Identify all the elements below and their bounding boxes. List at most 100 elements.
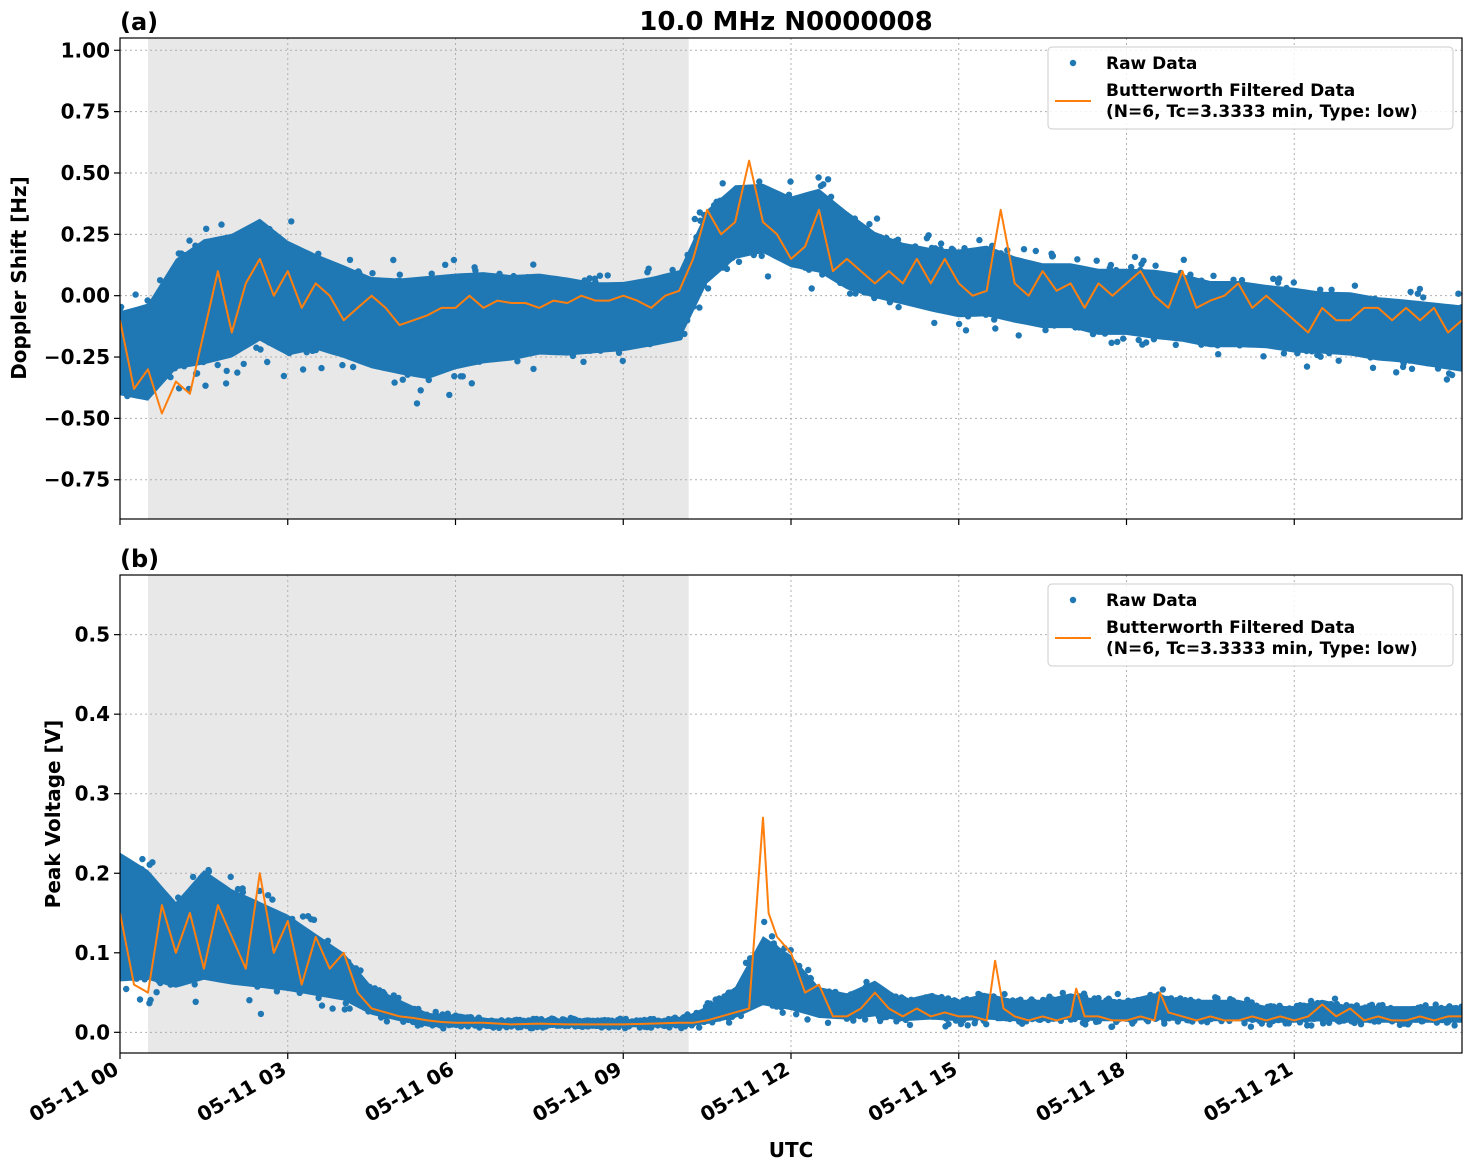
raw-data-point xyxy=(1161,1020,1168,1027)
raw-data-point xyxy=(413,400,421,407)
raw-data-point xyxy=(735,258,743,265)
raw-data-point xyxy=(1082,1021,1089,1028)
raw-data-point xyxy=(1059,989,1067,997)
raw-data-point xyxy=(1328,286,1335,293)
raw-data-point xyxy=(123,985,130,993)
y-tick-label: −0.50 xyxy=(44,406,110,430)
raw-data-point xyxy=(189,873,197,881)
raw-data-point xyxy=(202,382,209,389)
raw-data-point xyxy=(192,998,199,1005)
y-tick-label: 0.00 xyxy=(61,284,110,308)
raw-data-point xyxy=(1042,326,1049,334)
raw-data-point xyxy=(299,366,307,373)
raw-data-point xyxy=(756,178,763,185)
raw-data-point xyxy=(863,978,870,986)
raw-data-point xyxy=(391,379,398,386)
raw-data-point xyxy=(1020,246,1028,253)
raw-data-point xyxy=(1172,341,1180,348)
raw-data-point xyxy=(299,913,307,920)
raw-data-point xyxy=(580,358,587,365)
raw-data-point xyxy=(925,232,932,239)
raw-data-point xyxy=(808,285,815,292)
y-tick-label: 0.25 xyxy=(61,222,110,246)
raw-data-point xyxy=(962,327,970,334)
raw-data-point xyxy=(1180,256,1188,263)
raw-data-point xyxy=(725,1019,733,1026)
raw-data-point xyxy=(1140,257,1147,264)
raw-data-point xyxy=(264,892,272,899)
raw-data-point xyxy=(1107,261,1115,269)
raw-data-point xyxy=(214,361,221,369)
raw-data-point xyxy=(906,1021,914,1029)
panel-a-label: (a) xyxy=(120,8,158,36)
raw-data-point xyxy=(1152,262,1159,269)
raw-data-point xyxy=(1260,353,1267,360)
raw-data-point xyxy=(450,256,458,264)
raw-data-point xyxy=(269,896,276,903)
raw-data-point xyxy=(288,218,295,225)
raw-data-point xyxy=(1407,288,1414,296)
legend-raw-marker xyxy=(1069,59,1077,67)
raw-data-point xyxy=(120,303,125,311)
raw-data-point xyxy=(280,372,288,380)
raw-data-point xyxy=(390,256,397,264)
raw-data-core xyxy=(120,183,1462,401)
raw-data-point xyxy=(1280,350,1288,357)
raw-data-point xyxy=(240,360,247,368)
raw-data-point xyxy=(1108,339,1115,346)
filtered-data-line xyxy=(120,159,1462,415)
raw-data-point xyxy=(1114,990,1122,998)
y-tick-label: 0.75 xyxy=(61,100,110,124)
raw-data-point xyxy=(983,1020,990,1028)
raw-data-point xyxy=(1290,279,1298,286)
legend-raw-label: Raw Data xyxy=(1106,54,1197,74)
raw-data-point xyxy=(417,387,424,394)
raw-data-point xyxy=(459,373,466,380)
raw-data-point xyxy=(645,265,652,272)
raw-data-point xyxy=(1120,335,1127,342)
raw-data-point xyxy=(1128,263,1135,271)
raw-data-point xyxy=(1135,336,1142,344)
raw-data-point xyxy=(186,237,193,244)
raw-data-point xyxy=(815,174,822,181)
raw-data-point xyxy=(1143,339,1150,346)
raw-data-point xyxy=(369,270,376,277)
raw-data-point xyxy=(1308,1022,1315,1029)
raw-data-point xyxy=(937,240,945,247)
raw-data-point xyxy=(1443,376,1451,383)
raw-data-point xyxy=(1414,290,1422,297)
raw-data-point xyxy=(604,272,611,279)
raw-data-point xyxy=(768,933,776,940)
y-tick-label: −0.25 xyxy=(44,345,110,369)
raw-data-point xyxy=(861,1016,869,1023)
raw-data-point xyxy=(824,1019,832,1026)
raw-data-point xyxy=(310,916,318,923)
raw-data-point xyxy=(1351,282,1359,289)
raw-data-point xyxy=(223,367,230,375)
figure-title: 10.0 MHz N0000008 xyxy=(639,7,932,37)
raw-data-point xyxy=(992,325,999,332)
raw-data-point xyxy=(440,1025,447,1032)
raw-data-point xyxy=(761,918,768,926)
raw-data-point xyxy=(396,271,403,278)
raw-data-point xyxy=(203,225,210,232)
raw-data-point xyxy=(1317,353,1324,360)
raw-data-point xyxy=(1049,252,1057,260)
y-tick-label: −0.75 xyxy=(44,468,110,492)
panel-b-label: (b) xyxy=(120,545,159,573)
raw-data-point xyxy=(805,966,812,974)
raw-data-point xyxy=(1369,364,1377,371)
raw-data-point xyxy=(446,391,453,399)
raw-data-point xyxy=(318,1002,326,1009)
raw-data-point xyxy=(945,1020,952,1028)
raw-data-point xyxy=(234,369,241,376)
raw-data-point xyxy=(824,176,832,183)
raw-data-point xyxy=(1015,332,1022,339)
raw-data-point xyxy=(346,1005,353,1012)
raw-data-point xyxy=(1159,986,1167,993)
raw-data-point xyxy=(139,855,146,863)
raw-data-point xyxy=(1303,363,1311,370)
raw-data-point xyxy=(341,1006,348,1013)
raw-data-point xyxy=(218,221,225,228)
